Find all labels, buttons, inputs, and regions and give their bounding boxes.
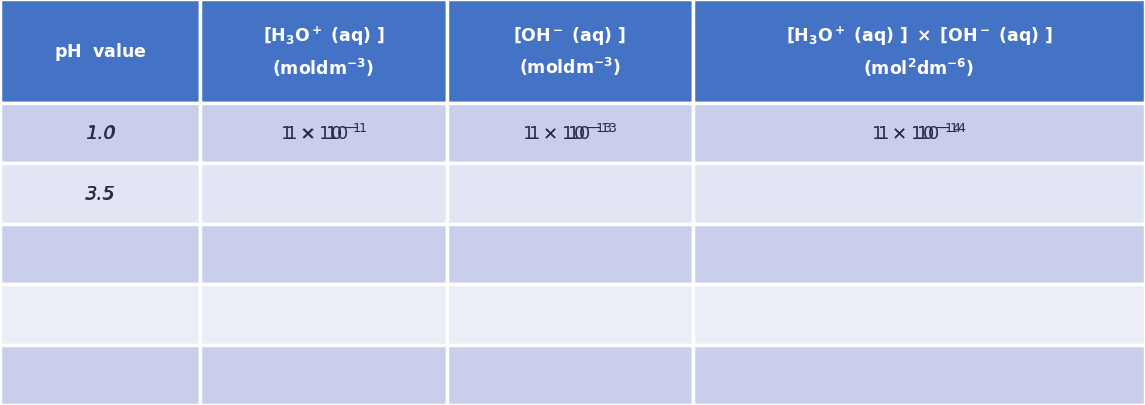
Text: $\mathbf{pH\ \ value}$: $\mathbf{pH\ \ value}$ — [54, 40, 147, 63]
Bar — [447, 345, 693, 405]
Bar — [693, 164, 1145, 224]
Bar — [693, 103, 1145, 164]
Text: 1.0: 1.0 — [86, 124, 115, 143]
Bar — [0, 103, 200, 164]
Bar — [200, 224, 447, 284]
Text: 3.5: 3.5 — [86, 185, 115, 203]
Bar — [693, 345, 1145, 405]
Bar — [0, 164, 200, 224]
Text: $1 \times 10^{-14}$: $1 \times 10^{-14}$ — [877, 124, 961, 143]
Bar — [447, 224, 693, 284]
Text: $\mathbf{[OH^-\ (aq)\ ]}$
$\mathbf{(moldm^{-3})}$: $\mathbf{[OH^-\ (aq)\ ]}$ $\mathbf{(mold… — [513, 25, 626, 78]
Text: $1 \times 10^{-13}$: $1 \times 10^{-13}$ — [528, 124, 611, 143]
Bar — [200, 103, 447, 164]
Text: $1\ \times\ 10^{-13}$: $1\ \times\ 10^{-13}$ — [522, 124, 617, 143]
Text: 1.0: 1.0 — [85, 124, 116, 143]
Text: $1 \times 10^{-1}$: $1 \times 10^{-1}$ — [285, 124, 362, 143]
Bar — [693, 224, 1145, 284]
Bar — [693, 0, 1145, 103]
Bar — [0, 224, 200, 284]
Bar — [447, 0, 693, 103]
Text: $\mathbf{[H_3O^+\ (aq)\ ]\ \times\ [OH^-\ (aq)\ ]}$
$\mathbf{(mol^2dm^{-6})}$: $\mathbf{[H_3O^+\ (aq)\ ]\ \times\ [OH^-… — [785, 24, 1052, 79]
Bar — [200, 164, 447, 224]
Text: $1\ \times\ 10^{-14}$: $1\ \times\ 10^{-14}$ — [871, 124, 966, 143]
Bar — [0, 345, 200, 405]
Bar — [0, 284, 200, 345]
Bar — [447, 103, 693, 164]
Bar — [447, 284, 693, 345]
Bar — [200, 284, 447, 345]
Bar — [200, 345, 447, 405]
Bar — [693, 284, 1145, 345]
Bar — [0, 0, 200, 103]
Text: 3.5: 3.5 — [85, 184, 116, 203]
Text: $1\ \times\ 10^{-1}$: $1\ \times\ 10^{-1}$ — [279, 124, 368, 143]
Text: $\mathbf{[H_3O^+\ (aq)\ ]}$
$\mathbf{(moldm^{-3})}$: $\mathbf{[H_3O^+\ (aq)\ ]}$ $\mathbf{(mo… — [262, 24, 385, 79]
Bar — [447, 164, 693, 224]
Bar — [200, 0, 447, 103]
